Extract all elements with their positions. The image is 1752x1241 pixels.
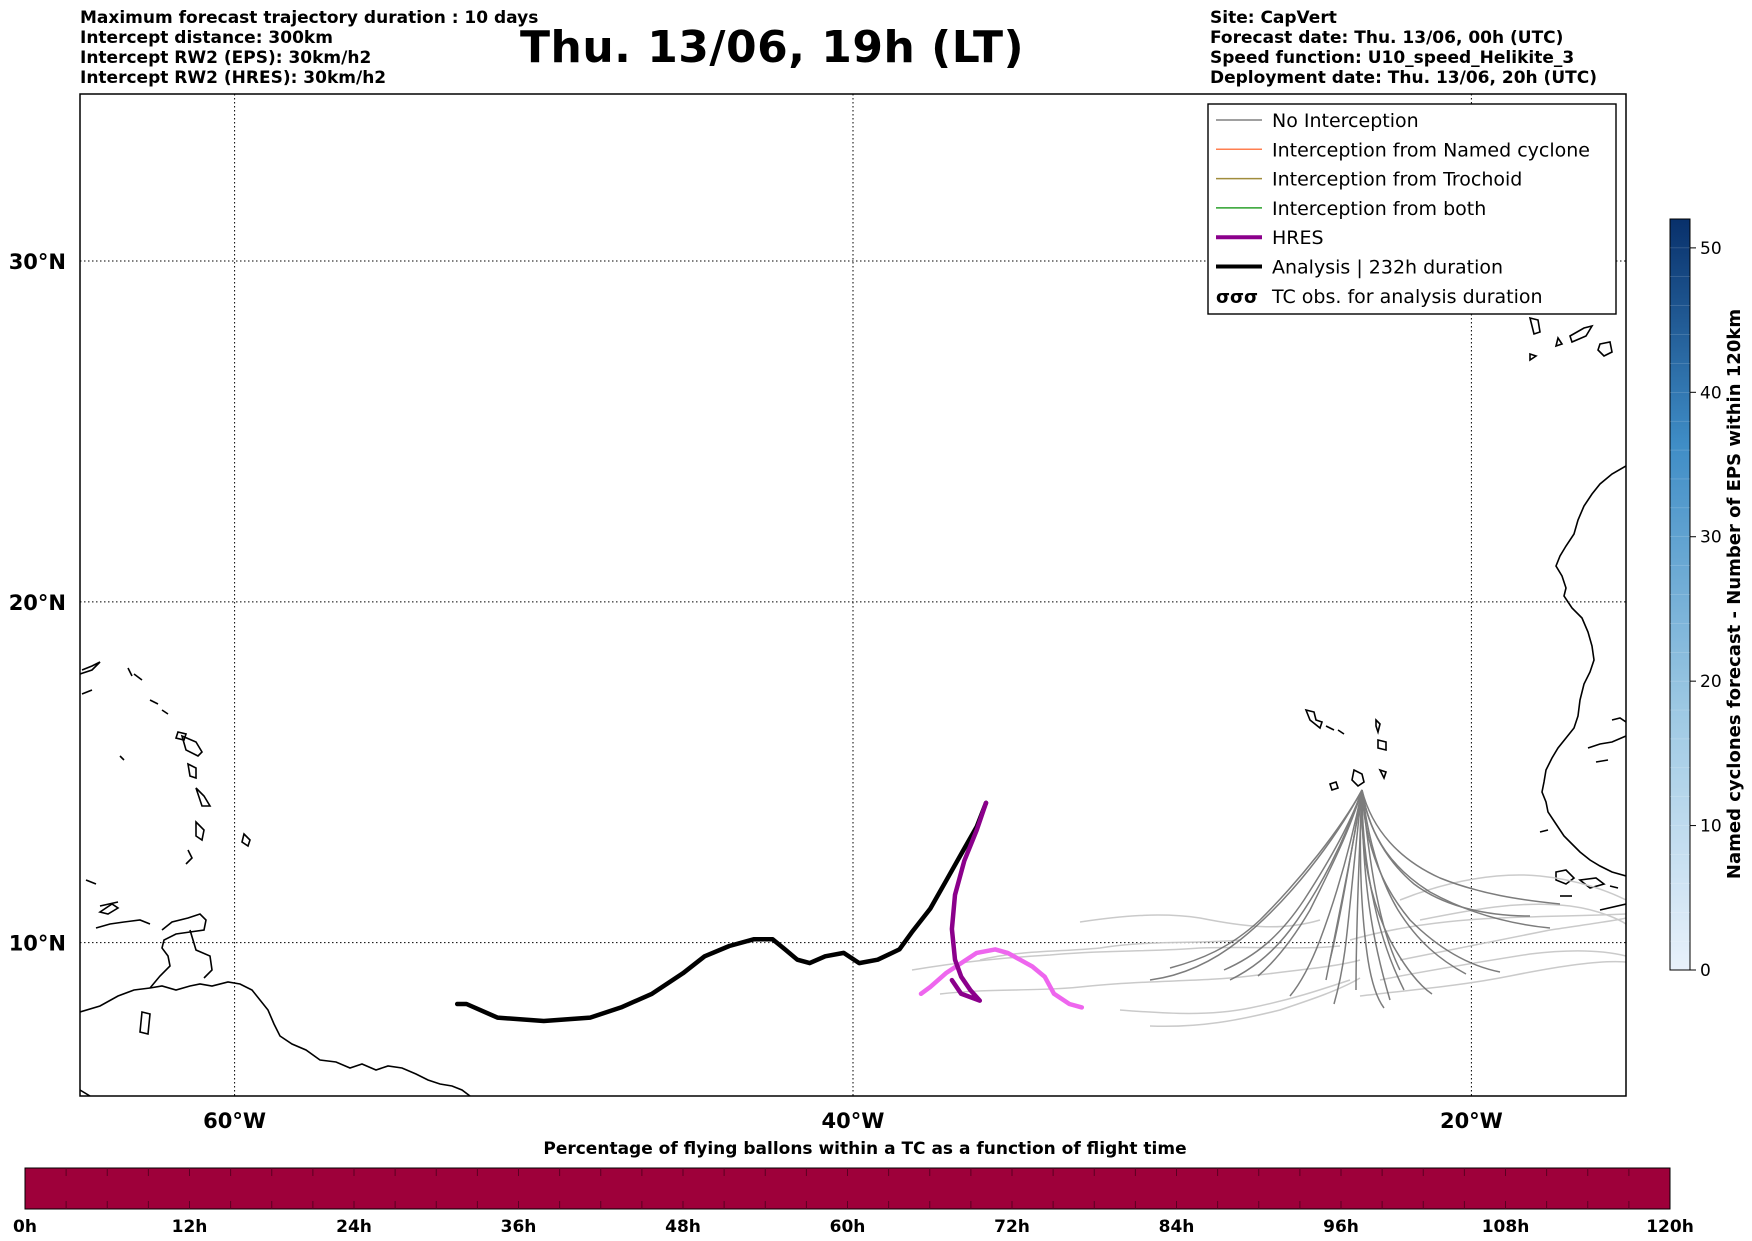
coastline-caribbean-islands — [80, 661, 251, 907]
lat-tick-label: 30°N — [9, 250, 66, 274]
colorbar-bottom-tick-label: 96h — [1323, 1217, 1359, 1237]
colorbar-bottom-tick-label: 48h — [665, 1217, 701, 1237]
legend-entry: Interception from Named cyclone — [1216, 139, 1590, 161]
tc-symbol-icon: σσσ — [1216, 287, 1258, 308]
info-line: Forecast date: Thu. 13/06, 00h (UTC) — [1210, 28, 1564, 48]
eps-trajectories-dark — [1149, 789, 1561, 1009]
legend-entry: HRES — [1216, 227, 1324, 249]
legend-label: HRES — [1272, 227, 1324, 249]
colorbar-bottom-tick-label: 24h — [336, 1217, 372, 1237]
header-left-info: Maximum forecast trajectory duration : 1… — [80, 8, 538, 88]
colorbar-tick-label: 40 — [1700, 383, 1722, 403]
legend: No Interception Interception from Named c… — [1207, 103, 1617, 315]
legend-entry: Analysis | 232h duration — [1216, 257, 1503, 279]
page-title: Thu. 13/06, 19h (LT) — [520, 22, 1025, 73]
colorbar-right: 0 10 20 30 40 50 Named cyclones forecast - Nu… — [1669, 218, 1745, 981]
info-line: Site: CapVert — [1210, 8, 1337, 28]
info-line: Intercept RW2 (EPS): 30km/h2 — [80, 48, 372, 68]
info-line: Deployment date: Thu. 13/06, 20h (UTC) — [1210, 68, 1597, 88]
header-right-info: Site: CapVert Forecast date: Thu. 13/06,… — [1210, 8, 1597, 88]
colorbar-bottom-tick-label: 0h — [13, 1217, 37, 1237]
legend-entry: σσσ TC obs. for analysis duration — [1216, 286, 1543, 308]
colorbar-bottom-tick-label: 120h — [1646, 1217, 1694, 1237]
colorbar-bottom-tick-label: 60h — [830, 1217, 866, 1237]
legend-label: TC obs. for analysis duration — [1271, 286, 1543, 308]
info-line: Intercept distance: 300km — [80, 28, 333, 48]
colorbar-bottom-tick-label: 108h — [1482, 1217, 1530, 1237]
colorbar-bottom-tick-label: 72h — [994, 1217, 1030, 1237]
info-line: Speed function: U10_speed_Helikite_3 — [1210, 48, 1575, 68]
info-line: Maximum forecast trajectory duration : 1… — [80, 8, 539, 28]
latitude-labels: 30°N 20°N 10°N — [9, 250, 66, 956]
coastline-cape-verde — [1304, 708, 1388, 792]
lat-tick-label: 10°N — [9, 932, 66, 956]
analysis-track — [454, 800, 989, 1024]
colorbar-tick-label: 0 — [1700, 961, 1711, 981]
hres-tail-track — [918, 947, 1085, 1010]
legend-label: Interception from Trochoid — [1272, 169, 1522, 191]
map-frame — [79, 93, 1627, 1097]
legend-label: Interception from both — [1272, 198, 1486, 220]
legend-label: Interception from Named cyclone — [1272, 139, 1590, 161]
colorbar-bottom-tick-label: 36h — [501, 1217, 537, 1237]
longitude-labels: 60°W 40°W 20°W — [203, 1109, 1503, 1133]
legend-label: Analysis | 232h duration — [1272, 257, 1503, 279]
colorbar-tick-label: 30 — [1700, 528, 1722, 548]
colorbar-right-label: Named cyclones forecast - Number of EPS … — [1724, 309, 1745, 879]
legend-entry: No Interception — [1216, 110, 1419, 132]
colorbar-tick-label: 10 — [1700, 817, 1722, 837]
lat-tick-label: 20°N — [9, 591, 66, 615]
lon-tick-label: 60°W — [203, 1109, 266, 1133]
colorbar-tick-label: 20 — [1700, 672, 1722, 692]
hres-track — [949, 800, 989, 1003]
colorbar-bottom-tick-label: 12h — [172, 1217, 208, 1237]
colorbar-bottom-tick-label: 84h — [1159, 1217, 1195, 1237]
legend-label: No Interception — [1272, 110, 1419, 132]
lon-tick-label: 20°W — [1440, 1109, 1503, 1133]
lon-tick-label: 40°W — [822, 1109, 885, 1133]
colorbar-tick-label: 50 — [1700, 239, 1722, 259]
legend-entry: Interception from both — [1216, 198, 1486, 220]
info-line: Intercept RW2 (HRES): 30km/h2 — [80, 68, 387, 88]
colorbar-bottom-title: Percentage of flying ballons within a TC… — [543, 1139, 1186, 1159]
legend-entry: Interception from Trochoid — [1216, 169, 1522, 191]
colorbar-bottom: Percentage of flying ballons within a TC… — [13, 1139, 1694, 1237]
coastline-canary-islands — [1528, 316, 1613, 362]
coastline-south-america — [80, 903, 471, 1096]
